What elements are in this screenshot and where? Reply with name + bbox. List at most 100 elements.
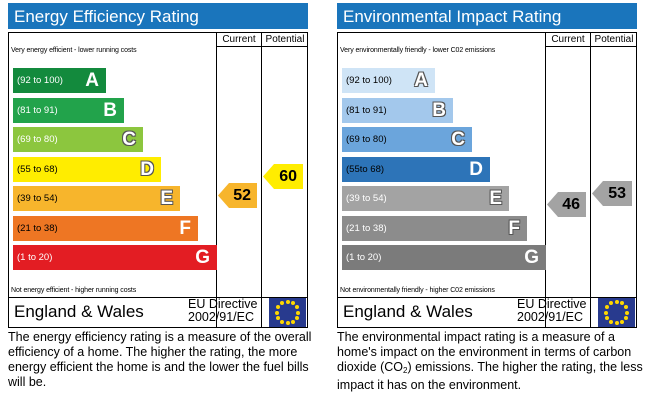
star-icon [285,321,290,325]
band-letter: F [508,217,520,239]
band-letter: D [469,158,483,180]
footer-divider [9,297,307,298]
band-letter: G [195,247,210,268]
band-range-label: (92 to 100) [17,75,63,86]
band-range-label: (55 to 68) [17,163,58,175]
band-letter: B [103,99,117,121]
eu-directive-label: EU Directive 2002/91/EC [517,298,586,324]
band-range-label: (1 to 20) [346,252,382,263]
band-range-label: (69 to 80) [17,134,58,145]
current-column-divider [216,33,217,327]
potential-rating-arrow: 53 [592,181,632,206]
band-letter: F [179,217,191,239]
potential-rating-arrow: 60 [263,164,303,189]
potential-column-divider [261,33,262,327]
band-letter: A [85,70,99,91]
band-range-label: (39 to 54) [346,193,387,204]
rating-band-a: (92 to 100) A [13,68,106,93]
band-letter: G [524,247,539,268]
current-rating-arrow: 46 [547,192,586,217]
band-letter: A [414,70,428,91]
energy-panel-title: Energy Efficiency Rating [8,3,308,29]
band-range-label: (81 to 91) [17,104,58,116]
eu-flag-icon [269,298,306,327]
star-icon [296,310,300,315]
energy-efficiency-panel: Energy Efficiency Rating Current Potenti… [8,0,311,407]
eu-flag-icon [598,298,635,327]
star-icon [294,305,299,310]
rating-band-e: (39 to 54) E [342,186,509,211]
star-icon [605,305,610,310]
environment-rating-box: Current Potential Very environmentally f… [337,32,637,328]
bottom-note: Not energy efficient - higher running co… [11,287,137,294]
star-icon [623,315,628,320]
directive-line-2: 2002/91/EC [517,310,584,324]
potential-column-divider [590,33,591,327]
rating-band-f: (21 to 38) F [13,215,198,241]
current-rating-arrow: 52 [218,183,257,208]
star-icon [605,315,610,320]
star-icon [623,305,628,310]
current-column-header: Current [551,34,585,45]
star-icon [290,319,295,324]
current-column-header: Current [222,34,256,45]
star-icon [619,319,624,324]
directive-line-1: EU Directive [517,297,587,311]
rating-band-d: (55to 68) D [342,156,490,182]
band-range-label: (21 to 38) [17,222,58,234]
rating-band-b: (81 to 91) B [342,97,453,123]
potential-column-header: Potential [594,34,634,45]
star-icon [604,310,608,315]
star-icon [275,310,279,315]
star-icon [276,305,281,310]
description-part-1: The environmental impact rating is a mea… [337,330,632,374]
top-note: Very environmentally friendly - lower C0… [340,47,496,54]
bottom-note: Not environmentally friendly - higher C0… [340,287,495,294]
environment-panel-title: Environmental Impact Rating [337,3,637,29]
star-icon [619,301,624,306]
star-icon [285,300,290,304]
header-divider [216,46,307,47]
band-range-label: (39 to 54) [17,193,58,204]
header-divider [545,46,636,47]
energy-rating-box: Current Potential Very energy efficient … [8,32,308,328]
band-letter: D [140,158,154,180]
potential-column-header: Potential [265,34,305,45]
star-icon [609,301,614,306]
environmental-impact-panel: Environmental Impact Rating Current Pote… [337,0,643,407]
rating-band-c: (69 to 80) C [13,127,143,152]
top-note: Very energy efficient - lower running co… [11,47,137,54]
band-range-label: (55to 68) [346,163,385,175]
co2-subscript: 2 [403,366,408,375]
rating-band-f: (21 to 38) F [342,215,527,241]
footer-divider [338,297,636,298]
band-range-label: (81 to 91) [346,104,387,116]
directive-line-2: 2002/91/EC [188,310,255,324]
star-icon [280,301,285,306]
rating-band-b: (81 to 91) B [13,97,124,123]
current-column-divider [545,33,546,327]
eu-directive-label: EU Directive 2002/91/EC [188,298,257,324]
band-letter: B [432,99,446,121]
rating-band-g: (1 to 20) G [13,245,217,270]
band-range-label: (69 to 80) [346,134,387,145]
star-icon [614,300,619,304]
star-icon [294,315,299,320]
rating-band-g: (1 to 20) G [342,245,546,270]
star-icon [280,319,285,324]
rating-band-a: (92 to 100) A [342,68,435,93]
region-label: England & Wales [14,302,144,321]
region-label: England & Wales [343,302,473,321]
description-part-2: ) emissions. The higher the rating, the … [337,360,643,392]
band-range-label: (21 to 38) [346,222,387,234]
band-letter: E [489,188,502,209]
environment-description: The environmental impact rating is a mea… [337,330,655,393]
band-range-label: (1 to 20) [17,252,53,263]
band-letter: C [122,129,136,150]
rating-band-e: (39 to 54) E [13,186,180,211]
star-icon [625,310,629,315]
directive-line-1: EU Directive [188,297,258,311]
rating-band-d: (55 to 68) D [13,156,161,182]
rating-band-c: (69 to 80) C [342,127,472,152]
band-letter: C [451,129,465,150]
